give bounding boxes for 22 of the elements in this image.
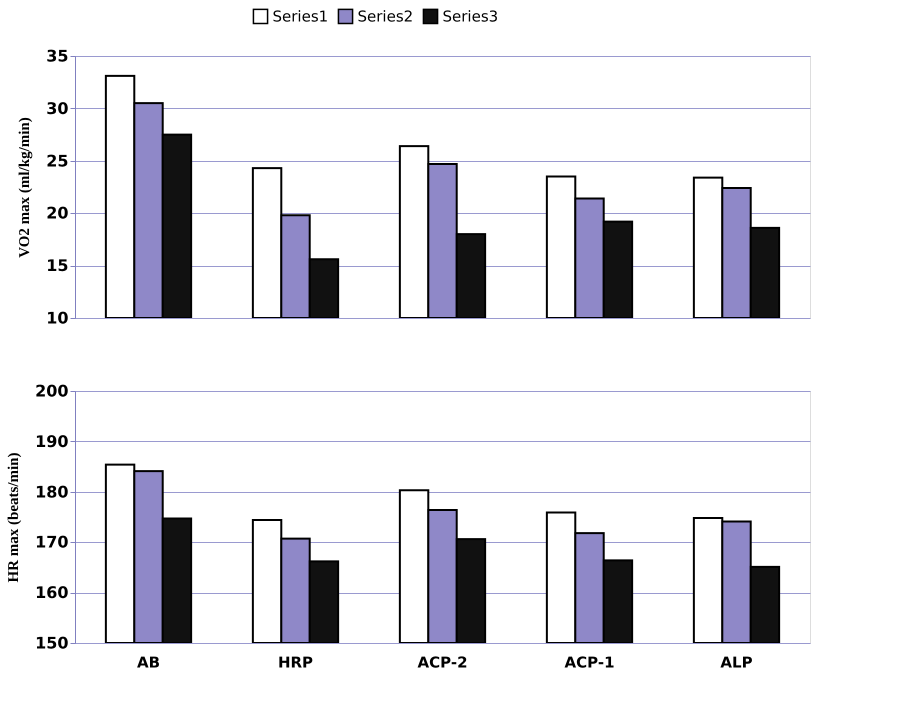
y-axis-title: HR max (beats/min) (6, 452, 22, 582)
x-tick-label: AB (136, 654, 160, 672)
y-axis-title: VO2 max (ml/kg/min) (17, 117, 34, 258)
y-tick-label: 10 (46, 308, 68, 328)
legend-label: Series1 (272, 7, 328, 26)
x-tick-label: ACP-1 (564, 654, 615, 672)
x-tick-label: ACP-2 (417, 654, 468, 672)
y-tick-label: 200 (35, 382, 68, 400)
y-tick-label: 30 (46, 98, 68, 118)
legend-label: Series2 (358, 7, 414, 26)
y-tick-label: 150 (35, 634, 68, 652)
y-tick-label: 25 (46, 151, 68, 170)
y-tick-label: 20 (46, 204, 68, 223)
y-tick-label: 15 (46, 256, 68, 276)
y-tick-label: 190 (35, 432, 68, 451)
y-tick-label: 170 (35, 532, 68, 552)
y-tick-label: 180 (35, 482, 68, 502)
y-tick-label: 160 (35, 583, 68, 602)
x-tick-label: ALP (720, 654, 753, 672)
legend-label: Series3 (442, 7, 498, 26)
y-tick-label: 35 (46, 46, 68, 66)
x-tick-label: HRP (278, 654, 314, 672)
